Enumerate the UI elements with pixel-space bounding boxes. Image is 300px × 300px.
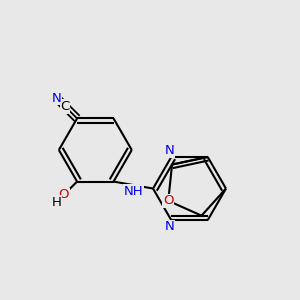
Text: N: N: [165, 144, 174, 157]
Text: C: C: [60, 100, 70, 113]
Text: N: N: [165, 220, 174, 233]
Text: O: O: [163, 194, 173, 207]
Text: O: O: [59, 188, 69, 201]
Text: NH: NH: [124, 185, 143, 198]
Text: H: H: [51, 196, 61, 209]
Text: N: N: [52, 92, 62, 104]
